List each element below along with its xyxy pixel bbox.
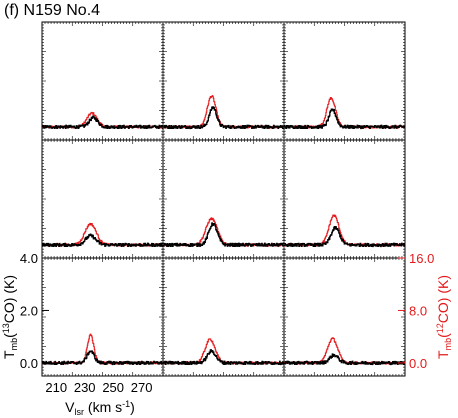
co13-spectrum-2-0 xyxy=(41,350,164,366)
y-axis-right-label: Tmb(12CO) (K) xyxy=(435,275,453,359)
co13-spectrum-2-1 xyxy=(162,349,285,366)
axis-ticks: 210 230 250 270 0.0 2.0 4.0 0.0 8.0 16.0 xyxy=(20,251,434,395)
x-axis-label: Vlsr (km s-1) xyxy=(65,399,135,417)
y-axis-left-label: Tmb(13CO) (K) xyxy=(1,275,19,359)
co13-spectrum-0-0 xyxy=(41,115,164,130)
panel-grid xyxy=(41,21,406,377)
co13-spectrum-1-1 xyxy=(162,222,285,248)
y-left-tick-label: 4.0 xyxy=(20,251,38,266)
co13-spectrum-1-2 xyxy=(283,226,406,248)
co13-spectrum-1-0 xyxy=(41,233,164,248)
y-right-tick-label: 16.0 xyxy=(409,251,434,266)
y-left-tick-label: 0.0 xyxy=(20,356,38,371)
co13-spectrum-0-2 xyxy=(283,108,406,130)
co13-spectrum-2-2 xyxy=(283,353,406,366)
y-left-tick-label: 2.0 xyxy=(20,303,38,318)
y-right-tick-label: 8.0 xyxy=(409,303,427,318)
x-tick-label: 230 xyxy=(74,380,96,395)
figure-title: (f) N159 No.4 xyxy=(4,2,100,19)
co13-spectrum-0-1 xyxy=(162,106,285,130)
x-tick-label: 210 xyxy=(45,380,67,395)
x-tick-label: 270 xyxy=(131,380,153,395)
x-tick-label: 250 xyxy=(102,380,124,395)
y-right-tick-label: 0.0 xyxy=(409,356,427,371)
